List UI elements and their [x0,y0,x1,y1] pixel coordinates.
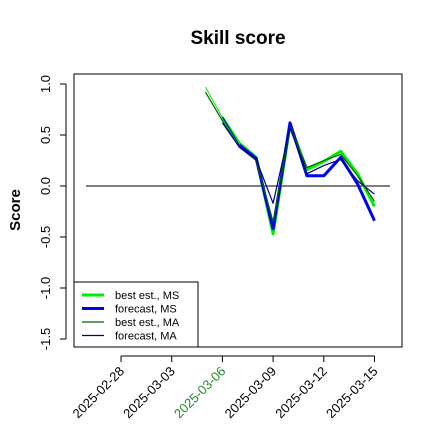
x-tick-label: 2025-03-09 [222,364,280,422]
x-axis: 2025-02-282025-03-032025-03-062025-03-09… [69,355,381,422]
y-axis-label: Score [7,189,24,231]
series-line-4 [221,122,375,204]
y-tick-label: 0.0 [38,177,53,195]
series-lead-segment [205,86,223,118]
legend-entry: best est., MA [115,317,180,329]
x-tick-label: 2025-03-15 [323,364,381,422]
x-tick-label: 2025-02-28 [69,364,127,422]
legend-entry: forecast, MS [115,304,177,316]
y-tick-label: -1.5 [38,328,53,350]
x-tick-label: 2025-03-12 [272,364,330,422]
y-tick-label: -0.5 [38,226,53,248]
y-tick-label: -1.0 [38,277,53,299]
y-tick-label: 0.5 [38,126,53,144]
y-axis: 1.0 0.5 0.0 -0.5 -1.0 -1.5 [38,75,67,350]
x-tick-label: 2025-03-03 [120,364,178,422]
legend-entry: forecast, MA [115,331,177,343]
series-layer [204,86,376,236]
y-tick-label: 1.0 [38,75,53,93]
legend-entry: best est., MS [115,290,179,302]
legend-box [73,281,199,348]
series-line-3 [204,91,376,223]
chart-title: Skill score [190,28,285,49]
plot-frame [73,73,403,348]
series-lead-segment [221,116,240,146]
x-tick-label: 2025-03-06 [171,364,229,422]
